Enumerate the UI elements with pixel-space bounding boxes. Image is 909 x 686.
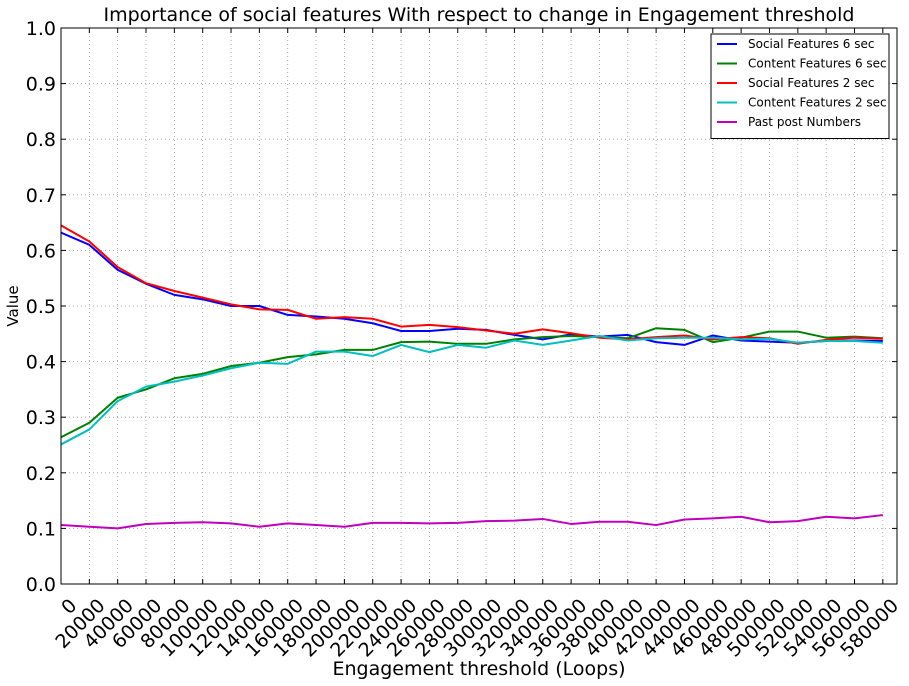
y-tick-label: 0.9 xyxy=(26,74,56,96)
y-tick-label: 0.8 xyxy=(26,129,56,151)
legend-label-5: Past post Numbers xyxy=(748,115,861,129)
legend-label-1: Social Features 6 sec xyxy=(748,37,875,51)
y-tick-label: 0.3 xyxy=(26,407,56,429)
y-tick-label: 0.4 xyxy=(26,352,56,374)
series-line-5 xyxy=(60,514,883,530)
series-line-3 xyxy=(60,224,883,345)
chart-title: Importance of social features With respe… xyxy=(103,4,854,26)
y-tick-label: 0.1 xyxy=(26,518,56,540)
series-line-4 xyxy=(60,335,883,446)
y-tick-label: 1.0 xyxy=(26,18,56,40)
y-tick-label: 0.2 xyxy=(26,463,56,485)
legend-label-4: Content Features 2 sec xyxy=(748,96,887,110)
y-axis-label: Value xyxy=(4,285,22,326)
legend: Social Features 6 sec Content Features 6 … xyxy=(710,33,890,139)
y-tick-label: 0.0 xyxy=(26,574,56,596)
x-axis-label: Engagement threshold (Loops) xyxy=(332,658,625,680)
legend-box xyxy=(710,33,890,139)
y-tick-label: 0.6 xyxy=(26,240,56,262)
series-layer xyxy=(60,224,883,530)
legend-label-3: Social Features 2 sec xyxy=(748,76,875,90)
y-tick-label: 0.7 xyxy=(26,185,56,207)
y-tick-label: 0.5 xyxy=(26,296,56,318)
legend-label-2: Content Features 6 sec xyxy=(748,57,887,71)
